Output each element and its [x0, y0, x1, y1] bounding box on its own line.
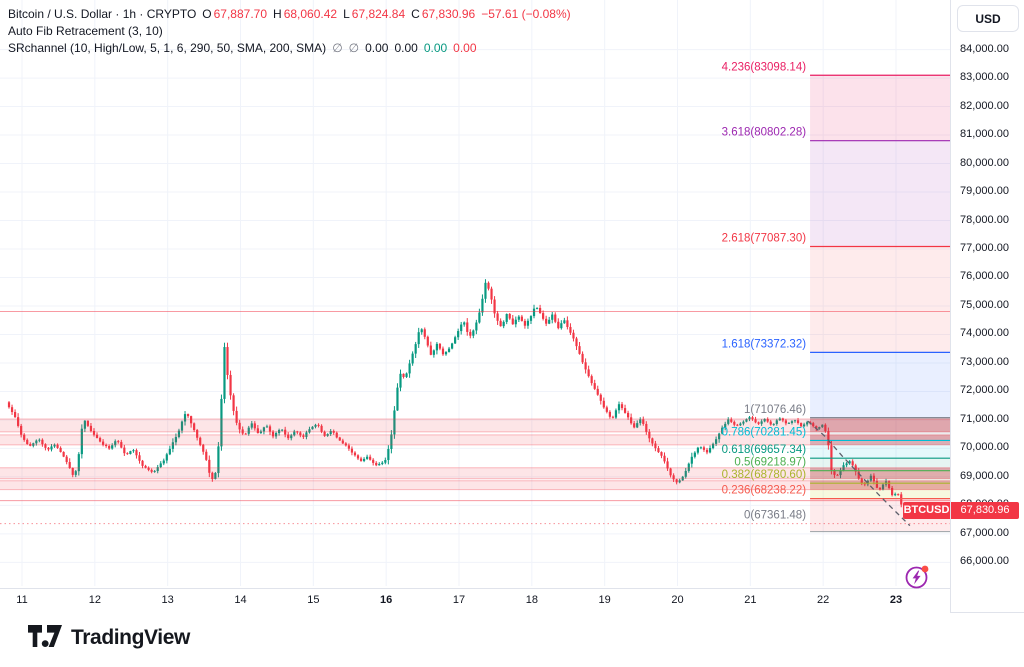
price-tick-label: 81,000.00 — [960, 128, 1009, 141]
time-tick-label: 21 — [744, 594, 757, 606]
indicator-srchannel-row: SRchannel (10, High/Low, 5, 1, 6, 290, 5… — [8, 40, 571, 56]
srchannel-value-1: 0.00 — [365, 41, 389, 55]
time-tick-label: 13 — [161, 594, 174, 606]
sr-bands — [0, 310, 950, 502]
price-tick-label: 73,000.00 — [960, 355, 1009, 368]
time-tick-label: 11 — [16, 594, 28, 606]
price-tick-label: 67,000.00 — [960, 526, 1009, 539]
indicator-fib-row: Auto Fib Retracement (3, 10) — [8, 23, 571, 39]
price-tick-label: 70,000.00 — [960, 441, 1009, 454]
candles — [7, 279, 909, 512]
symbol-legend-row: Bitcoin / U.S. Dollar · 1h · CRYPTO O 67,… — [8, 6, 571, 22]
last-price-label: 67,830.96 — [951, 501, 1019, 519]
srchannel-value-2: 0.00 — [394, 41, 418, 55]
currency-toggle-button[interactable]: USD — [957, 5, 1019, 32]
price-tick-label: 66,000.00 — [960, 555, 1009, 568]
fib-level-label: 0.236(68238.22) — [722, 485, 807, 497]
publish-idea-button[interactable] — [903, 563, 931, 591]
tradingview-logo[interactable]: TradingView — [28, 625, 190, 651]
fib-zone-fills — [810, 75, 950, 532]
price-tick-label: 72,000.00 — [960, 384, 1009, 397]
change-value: −57.61 (−0.08%) — [481, 7, 571, 21]
tradingview-logo-text: TradingView — [71, 626, 190, 649]
indicator-fib-label[interactable]: Auto Fib Retracement (3, 10) — [8, 24, 163, 38]
fib-level-label: 0(67361.48) — [744, 510, 806, 522]
dashed-ma-line — [807, 420, 911, 527]
price-tick-label: 84,000.00 — [960, 42, 1009, 55]
fib-level-label: 4.236(83098.14) — [722, 61, 807, 73]
fib-level-label: 1(71076.46) — [744, 404, 806, 416]
time-tick-label: 23 — [889, 594, 903, 606]
time-tick-label: 20 — [671, 594, 684, 606]
tradingview-logo-icon — [28, 625, 62, 647]
chart-grid — [0, 0, 950, 586]
symbol-title[interactable]: Bitcoin / U.S. Dollar · 1h · CRYPTO — [8, 7, 197, 21]
srchannel-empty-2: ∅ — [348, 41, 360, 55]
fib-levels: 4.236(83098.14) 3.618(80802.28) 2.618(7708… — [0, 61, 950, 533]
time-tick-label: 17 — [452, 594, 466, 606]
time-tick-label: 16 — [380, 594, 393, 606]
fib-level-label: 3.618(80802.28) — [722, 127, 807, 139]
fib-level-label: 2.618(77087.30) — [722, 233, 807, 245]
price-tick-label: 79,000.00 — [960, 185, 1009, 198]
srchannel-value-4: 0.00 — [453, 41, 477, 55]
indicator-srchannel-label[interactable]: SRchannel (10, High/Low, 5, 1, 6, 290, 5… — [8, 41, 327, 55]
time-tick-label: 12 — [88, 594, 101, 606]
price-tick-label: 83,000.00 — [960, 71, 1009, 84]
symbol-price-badge: BTCUSD — [903, 501, 950, 519]
srchannel-empty-1: ∅ — [332, 41, 343, 55]
price-tick-label: 78,000.00 — [960, 213, 1009, 226]
price-tick-label: 80,000.00 — [960, 156, 1009, 169]
close-value: C 67,830.96 — [411, 7, 476, 21]
price-tick-label: 69,000.00 — [960, 469, 1009, 482]
time-tick-label: 18 — [525, 594, 538, 606]
srchannel-value-3: 0.00 — [423, 41, 448, 55]
price-tick-label: 71,000.00 — [960, 412, 1009, 425]
time-tick-label: 14 — [234, 594, 247, 606]
open-value: O 67,887.70 — [202, 7, 268, 21]
price-tick-label: 76,000.00 — [960, 270, 1009, 283]
time-tick-label: 19 — [598, 594, 611, 606]
fib-level-label: 0.5(69218.97) — [734, 457, 806, 469]
lightning-icon — [905, 565, 929, 589]
time-axis[interactable]: 11 12 13 14 15 16 17 18 19 20 21 22 23 — [0, 588, 950, 613]
fib-level-label: 0.786(70281.45) — [722, 426, 807, 438]
price-axis[interactable]: USD 84,000.00 83,000.00 82,000.00 81,000.00… — [950, 0, 1024, 612]
low-value: L 67,824.84 — [343, 7, 406, 21]
price-tick-label: 82,000.00 — [960, 99, 1009, 112]
price-tick-label: 74,000.00 — [960, 327, 1009, 340]
time-tick-label: 15 — [307, 594, 320, 606]
fib-level-label: 1.618(73372.32) — [722, 338, 807, 350]
fib-level-label: 0.618(69657.34) — [722, 444, 807, 456]
fib-level-label: 0.382(68780.60) — [722, 469, 807, 481]
price-tick-label: 77,000.00 — [960, 242, 1009, 254]
chart-legend: Bitcoin / U.S. Dollar · 1h · CRYPTO O 67,… — [8, 6, 571, 57]
price-tick-label: 75,000.00 — [960, 298, 1009, 311]
candlestick-chart[interactable]: 4.236(83098.14) 3.618(80802.28) 2.618(7708… — [0, 0, 950, 588]
time-tick-label: 22 — [817, 594, 830, 606]
high-value: H 68,060.42 — [273, 7, 338, 21]
